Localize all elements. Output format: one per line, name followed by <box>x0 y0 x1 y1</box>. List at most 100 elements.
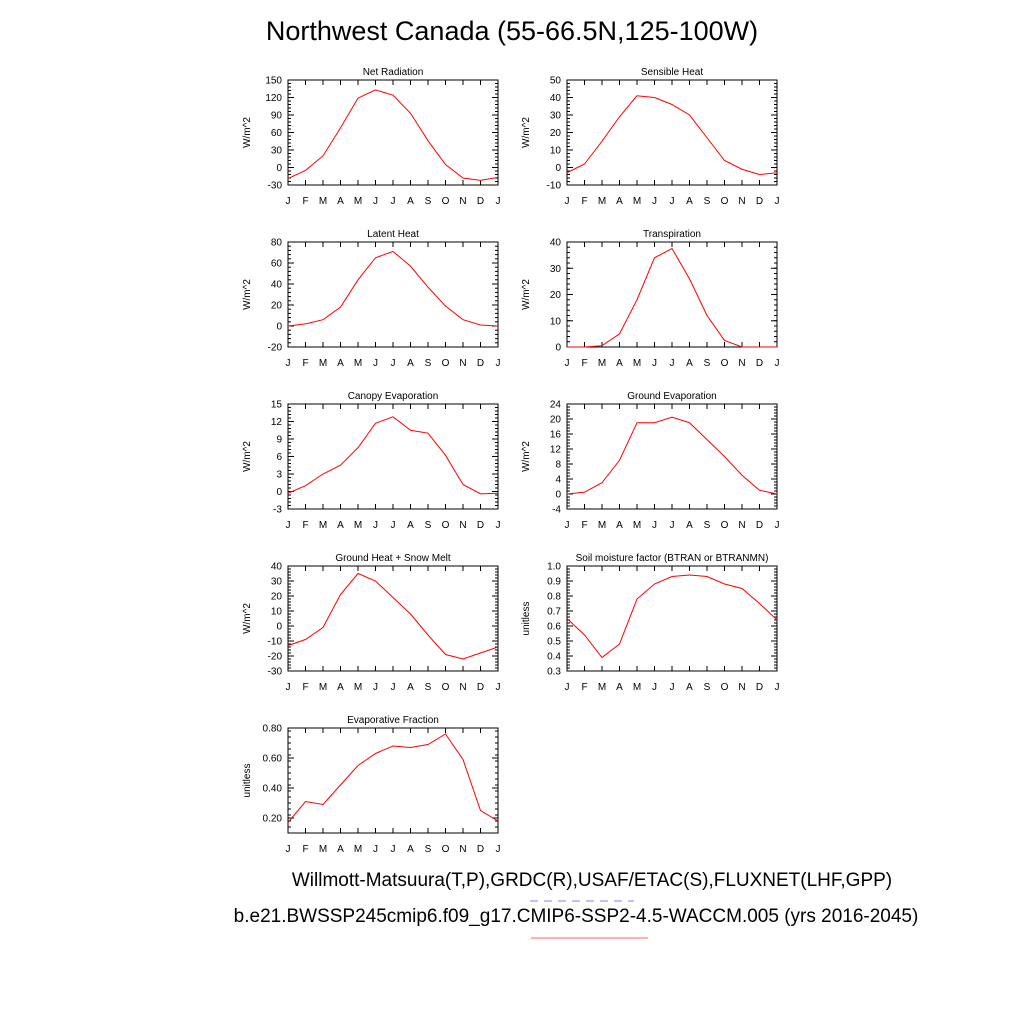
latent-heat-x-tick-label: J <box>286 358 291 369</box>
latent-heat-x-tick-label: J <box>373 358 378 369</box>
ground-evaporation-data-point <box>741 474 743 476</box>
ground-heat-snow-melt-data-point <box>357 572 359 574</box>
latent-heat-series-line <box>287 250 499 327</box>
evaporative-fraction-x-tick-label: F <box>302 844 308 855</box>
net-radiation-data-point <box>287 177 289 179</box>
net-radiation-x-tick-label: J <box>373 196 378 207</box>
evaporative-fraction-x-tick-label: J <box>496 844 501 855</box>
soil-moisture-factor-btran-or-btranmn-x-tick-label: J <box>652 682 657 693</box>
sensible-heat-x-tick-label: O <box>721 196 729 207</box>
latent-heat-y-axis-label: W/m^2 <box>242 279 253 310</box>
ground-evaporation-x-tick-label: N <box>738 520 745 531</box>
evaporative-fraction-data-point <box>374 752 376 754</box>
canopy-evaporation-data-point <box>357 447 359 449</box>
ground-evaporation-y-axis-label: W/m^2 <box>521 441 532 472</box>
sensible-heat-data-point <box>741 168 743 170</box>
transpiration-y-tick-label: 10 <box>550 316 562 327</box>
ground-evaporation-x-tick-label: A <box>686 520 693 531</box>
canopy-evaporation-x-tick-label: M <box>319 520 327 531</box>
canopy-evaporation-y-tick-label: 0 <box>276 487 282 498</box>
ground-heat-snow-melt-y-axis-label: W/m^2 <box>242 603 253 634</box>
latent-heat-data-point <box>304 323 306 325</box>
net-radiation-x-tick-label: J <box>391 196 396 207</box>
sensible-heat-data-point <box>636 95 638 97</box>
ground-heat-snow-melt-plot-frame <box>287 565 499 672</box>
evaporative-fraction-series-line <box>287 733 499 823</box>
evaporative-fraction-x-tick-label: M <box>354 844 362 855</box>
ground-evaporation-y-tick-label: 4 <box>555 475 561 486</box>
latent-heat-x-tick-label: O <box>442 358 450 369</box>
ground-heat-snow-melt-data-point <box>497 646 499 648</box>
latent-heat-data-point <box>462 319 464 321</box>
sensible-heat-plot-frame <box>566 79 778 186</box>
ground-evaporation-x-tick-label: J <box>565 520 570 531</box>
evaporative-fraction-x-tick-label: J <box>373 844 378 855</box>
soil-moisture-factor-btran-or-btranmn-x-tick-label: J <box>565 682 570 693</box>
latent-heat-x-tick-label: S <box>425 358 432 369</box>
net-radiation-panel-title: Net Radiation <box>363 67 424 78</box>
transpiration-data-point <box>723 339 725 341</box>
soil-moisture-factor-btran-or-btranmn-y-tick-label: 0.8 <box>547 592 561 603</box>
transpiration-series-line <box>567 247 777 348</box>
ground-heat-snow-melt-x-tick-label: J <box>391 682 396 693</box>
latent-heat-x-tick-label: M <box>319 358 327 369</box>
soil-moisture-factor-btran-or-btranmn-data-point <box>758 602 760 604</box>
ground-heat-snow-melt-data-point <box>374 580 376 582</box>
evaporative-fraction-x-tick-label: A <box>337 844 344 855</box>
ground-heat-snow-melt-x-tick-label: A <box>407 682 414 693</box>
soil-moisture-factor-btran-or-btranmn-data-point <box>636 598 638 600</box>
canopy-evaporation-x-tick-label: A <box>407 520 414 531</box>
ground-heat-snow-melt-data-point <box>392 596 394 598</box>
ground-heat-snow-melt-data-point <box>339 593 341 595</box>
sensible-heat-x-tick-label: M <box>598 196 606 207</box>
latent-heat-data-point <box>444 305 446 307</box>
soil-moisture-factor-btran-or-btranmn-data-point <box>706 575 708 577</box>
soil-moisture-factor-btran-or-btranmn-y-tick-label: 1.0 <box>547 562 561 573</box>
ground-heat-snow-melt-y-tick-label: -20 <box>268 652 283 663</box>
figure-title: Northwest Canada (55-66.5N,125-100W) <box>265 16 759 46</box>
canopy-evaporation-y-axis-label: W/m^2 <box>242 441 253 472</box>
net-radiation-x-tick-label: F <box>302 196 308 207</box>
soil-moisture-factor-btran-or-btranmn-y-axis-label: unitless <box>521 602 532 636</box>
net-radiation-x-tick-label: S <box>425 196 432 207</box>
soil-moisture-factor-btran-or-btranmn-data-point <box>653 583 655 585</box>
ground-heat-snow-melt-y-tick-label: 0 <box>276 622 282 633</box>
net-radiation-data-point <box>357 97 359 99</box>
evaporative-fraction-x-tick-label: N <box>459 844 466 855</box>
soil-moisture-factor-btran-or-btranmn-data-point <box>776 619 778 621</box>
soil-moisture-factor-btran-or-btranmn-x-tick-label: J <box>670 682 675 693</box>
net-radiation-data-point <box>427 139 429 141</box>
sensible-heat-series-line <box>566 95 778 176</box>
canopy-evaporation-data-point <box>462 483 464 485</box>
ground-heat-snow-melt-x-tick-label: N <box>459 682 466 693</box>
ground-evaporation-data-point <box>706 438 708 440</box>
soil-moisture-factor-btran-or-btranmn-y-tick-label: 0.3 <box>547 667 561 678</box>
canopy-evaporation-y-tick-label: 15 <box>271 400 283 411</box>
soil-moisture-factor-btran-or-btranmn-data-point <box>618 643 620 645</box>
evaporative-fraction-data-point <box>339 784 341 786</box>
ground-evaporation-data-point <box>671 416 673 418</box>
evaporative-fraction-x-tick-label: M <box>319 844 327 855</box>
transpiration-x-tick-label: O <box>721 358 729 369</box>
transpiration-x-tick-label: J <box>652 358 657 369</box>
transpiration-data-point <box>583 346 585 348</box>
latent-heat-data-point <box>322 319 324 321</box>
transpiration-data-point <box>653 257 655 259</box>
net-radiation-data-point <box>322 155 324 157</box>
evaporative-fraction-x-tick-label: J <box>286 844 291 855</box>
soil-moisture-factor-btran-or-btranmn-y-tick-label: 0.6 <box>547 622 561 633</box>
sensible-heat-y-tick-label: 10 <box>550 146 562 157</box>
net-radiation-data-point <box>304 169 306 171</box>
latent-heat-y-tick-label: 20 <box>271 301 283 312</box>
ground-evaporation-x-tick-label: F <box>581 520 587 531</box>
evaporative-fraction-data-point <box>409 746 411 748</box>
ground-evaporation-x-tick-label: J <box>670 520 675 531</box>
canopy-evaporation-x-tick-label: J <box>373 520 378 531</box>
canopy-evaporation-data-point <box>427 432 429 434</box>
evaporative-fraction-data-point <box>392 745 394 747</box>
latent-heat-x-tick-label: J <box>496 358 501 369</box>
net-radiation-x-tick-label: J <box>496 196 501 207</box>
net-radiation-data-point <box>409 112 411 114</box>
